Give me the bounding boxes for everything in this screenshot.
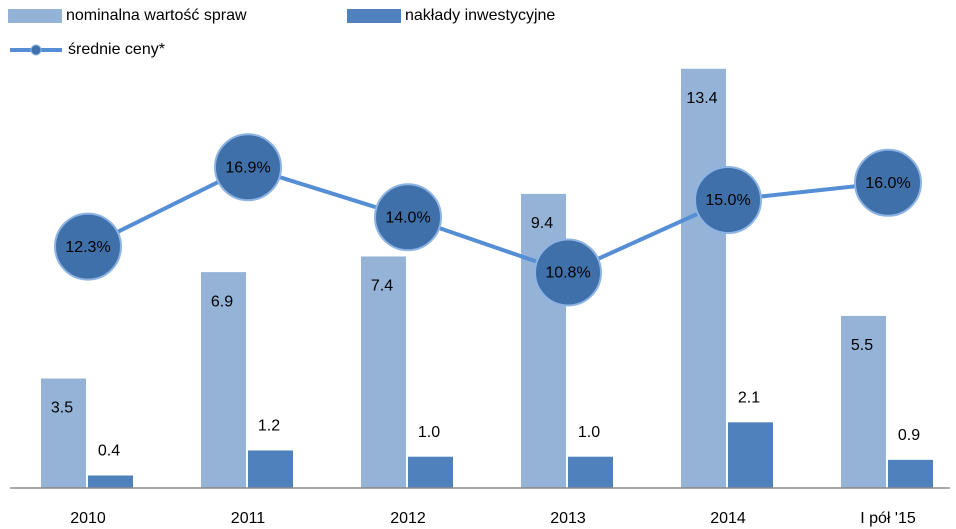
bar [408,456,453,488]
data-label: 9.4 [531,215,553,232]
legend-label: nominalna wartość spraw [66,7,247,24]
marker [54,212,122,281]
marker [374,183,442,252]
legend-swatch [347,9,401,23]
bar [681,68,726,489]
x-tick-label: 2011 [231,510,266,527]
data-label: 16.0% [865,175,910,192]
bar [521,193,566,488]
data-label: 1.0 [578,424,600,441]
bar [201,272,246,488]
bar [728,422,773,488]
bar [88,475,133,488]
marker [854,148,922,217]
data-label: 12.3% [65,239,110,256]
x-tick-label: 2013 [550,510,586,527]
line [87,165,889,275]
data-label: 1.0 [418,424,440,441]
data-label: 0.4 [98,443,120,460]
bar [841,315,886,488]
legend-label: nakłady inwestycyjne [405,7,555,24]
data-label: 2.1 [738,390,760,407]
data-label: 3.5 [51,400,73,417]
data-label: 0.9 [898,427,920,444]
data-label: 5.5 [851,337,873,354]
x-tick-label: I pół '15 [860,510,916,527]
data-label: 7.4 [371,278,393,295]
data-label: 15.0% [705,192,750,209]
data-label: 1.2 [258,418,280,435]
legend-marker [30,44,42,56]
data-label: 16.9% [225,159,270,176]
bar [41,378,86,488]
marker [694,166,762,235]
x-tick-label: 2012 [390,510,426,527]
bar [361,256,406,488]
bar [248,450,293,488]
legend-swatch [8,9,62,23]
legend-label: średnie ceny* [68,41,165,58]
x-tick-label: 2010 [70,510,106,527]
bar [568,456,613,488]
marker [214,133,282,202]
data-label: 13.4 [686,90,717,107]
bar [888,459,933,488]
marker [534,238,602,307]
x-tick-label: 2014 [710,510,746,527]
data-label: 6.9 [211,293,233,310]
data-label: 14.0% [385,209,430,226]
data-label: 10.8% [545,265,590,282]
